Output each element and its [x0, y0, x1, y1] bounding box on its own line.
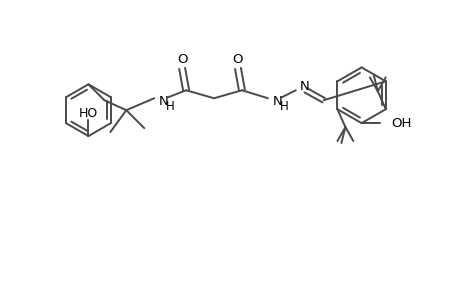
Text: O: O	[177, 53, 187, 66]
Text: H: H	[279, 100, 288, 113]
Text: N: N	[299, 80, 309, 93]
Text: O: O	[232, 53, 243, 66]
Text: H: H	[166, 100, 174, 113]
Text: N: N	[272, 95, 282, 108]
Text: N: N	[159, 95, 168, 108]
Text: OH: OH	[391, 117, 411, 130]
Text: HO: HO	[78, 107, 98, 120]
